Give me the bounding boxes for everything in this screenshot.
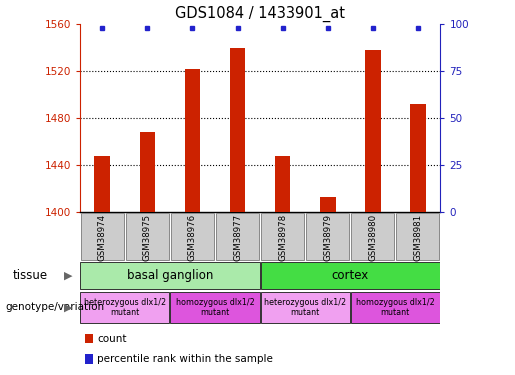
Text: cortex: cortex	[332, 269, 369, 282]
Bar	[94, 156, 110, 212]
Bar	[184, 69, 200, 212]
Text: GSM38974: GSM38974	[98, 214, 107, 261]
Bar	[261, 213, 304, 260]
Bar	[216, 213, 259, 260]
Text: GSM38980: GSM38980	[368, 214, 377, 261]
Text: heterozygous dlx1/2
mutant: heterozygous dlx1/2 mutant	[264, 298, 346, 317]
Text: tissue: tissue	[13, 269, 48, 282]
Bar	[171, 213, 214, 260]
Text: ▶: ▶	[64, 271, 73, 280]
Text: genotype/variation: genotype/variation	[5, 303, 104, 312]
Bar	[230, 48, 246, 212]
Bar	[365, 50, 381, 212]
Text: count: count	[97, 334, 127, 344]
Text: basal ganglion: basal ganglion	[127, 269, 213, 282]
Text: homozygous dlx1/2
mutant: homozygous dlx1/2 mutant	[176, 298, 254, 317]
Bar	[306, 213, 349, 260]
Title: GDS1084 / 1433901_at: GDS1084 / 1433901_at	[175, 5, 345, 22]
Bar	[170, 292, 260, 323]
Bar	[126, 213, 169, 260]
Text: GSM38977: GSM38977	[233, 214, 242, 261]
Text: percentile rank within the sample: percentile rank within the sample	[97, 354, 273, 364]
Bar	[396, 213, 439, 260]
Bar	[320, 196, 336, 212]
Bar	[80, 292, 169, 323]
Bar	[274, 156, 290, 212]
Bar	[80, 262, 260, 290]
Text: GSM38979: GSM38979	[323, 214, 332, 261]
Bar	[410, 104, 426, 212]
Bar	[351, 292, 440, 323]
Bar	[81, 213, 124, 260]
Bar	[261, 262, 440, 290]
Bar	[140, 132, 156, 212]
Text: GSM38978: GSM38978	[278, 214, 287, 261]
Text: ▶: ▶	[64, 303, 73, 312]
Text: GSM38981: GSM38981	[414, 214, 422, 261]
Bar	[261, 292, 350, 323]
Text: homozygous dlx1/2
mutant: homozygous dlx1/2 mutant	[356, 298, 435, 317]
Text: GSM38976: GSM38976	[188, 214, 197, 261]
Bar	[351, 213, 394, 260]
Text: GSM38975: GSM38975	[143, 214, 152, 261]
Text: heterozygous dlx1/2
mutant: heterozygous dlx1/2 mutant	[84, 298, 166, 317]
